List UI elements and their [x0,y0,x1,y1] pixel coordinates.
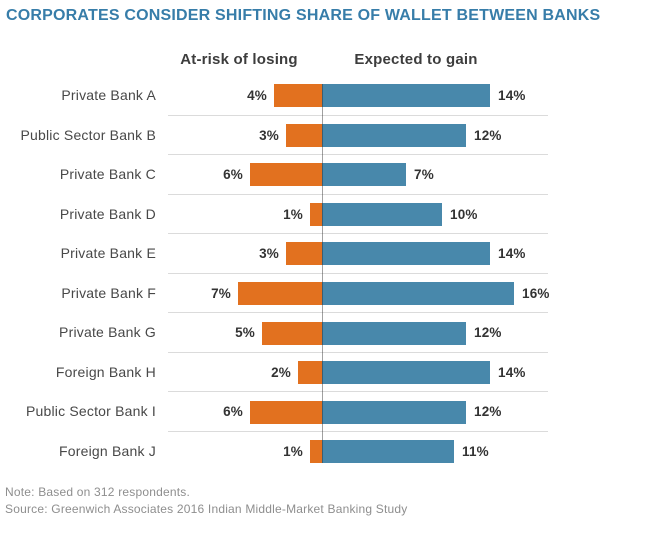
gain-bar [322,440,454,464]
row-plot: 5% 12% [168,313,649,353]
row-separator-line [168,391,548,393]
gain-bar [322,242,490,266]
lose-bar [310,440,322,464]
row-separator-line [168,272,548,274]
lose-value-label: 1% [283,206,303,222]
bank-label: Foreign Bank H [55,363,156,380]
gain-value-label: 12% [474,325,502,341]
lose-value-label: 5% [235,325,255,341]
row-plot: 3% 14% [168,234,649,274]
lose-bar [238,282,322,306]
row-plot: 4% 14% [168,76,649,116]
row-separator-line [168,430,548,432]
chart-title: CORPORATES CONSIDER SHIFTING SHARE OF WA… [6,7,601,24]
lose-bar [262,321,322,345]
row-separator-line [168,351,548,353]
bank-label: Private Bank C [59,166,156,183]
lose-value-label: 7% [211,285,231,301]
row-separator-line [168,233,548,235]
chart-footer: Note: Based on 312 respondents. Source: … [5,484,407,518]
gain-value-label: 16% [522,285,550,301]
bank-label: Private Bank A [61,87,156,103]
gain-value-label: 14% [498,88,526,103]
center-axis-line [321,84,323,464]
lose-value-label: 3% [259,246,279,262]
row-plot: 7% 16% [168,274,649,314]
source-text: Source: Greenwich Associates 2016 Indian… [5,502,408,516]
lose-bar [286,123,322,147]
gain-value-label: 7% [414,167,434,183]
gain-bar [322,202,442,226]
lose-bar [250,400,322,424]
row-plot: 2% 14% [168,353,649,393]
gain-bar [322,163,406,187]
gain-bar [322,321,466,345]
lose-bar [250,163,322,187]
gain-bar [322,400,466,424]
gain-value-label: 14% [498,364,526,380]
bank-label: Private Bank G [59,324,156,341]
chart-row: Private Bank G 5% 12% [0,313,649,353]
lose-bar [298,361,322,385]
bank-label: Private Bank F [61,284,156,301]
lose-value-label: 2% [271,364,291,380]
gain-value-label: 11% [462,443,489,459]
lose-value-label: 1% [283,443,303,459]
lose-value-label: 3% [259,127,279,143]
lose-bar [310,202,322,226]
bank-label: Public Sector Bank I [25,403,156,420]
gain-value-label: 10% [450,206,478,222]
bank-label: Public Sector Bank B [20,126,156,143]
row-plot: 1% 11% [168,432,649,472]
bank-label: Foreign Bank J [59,442,156,459]
gain-value-label: 14% [498,246,526,262]
row-plot: 6% 12% [168,392,649,432]
gain-bar [322,123,466,147]
row-plot: 6% 7% [168,155,649,195]
lose-value-label: 6% [223,404,243,420]
chart-row: Public Sector Bank B 3% 12% [0,116,649,156]
chart-row: Private Bank C 6% 7% [0,155,649,195]
chart-row: Private Bank A 4% 14% [0,76,649,116]
gain-bar [322,361,490,385]
gain-bar [322,84,490,108]
chart-row: Private Bank F 7% 16% [0,274,649,314]
row-separator-line [168,154,548,156]
chart-row: Foreign Bank J 1% 11% [0,432,649,472]
chart-row: Private Bank D 1% 10% [0,195,649,235]
row-separator-line [168,114,548,116]
right-column-header: Expected to gain [354,51,478,68]
chart-row: Private Bank E 3% 14% [0,234,649,274]
lose-value-label: 4% [247,88,267,103]
gain-value-label: 12% [474,404,502,420]
gain-value-label: 12% [474,127,502,143]
chart-row: Foreign Bank H 2% 14% [0,353,649,393]
diverging-bar-chart: Private Bank A 4% 14% Public Sector Bank B 3… [0,76,649,472]
chart-row: Public Sector Bank I 6% 12% [0,392,649,432]
note-text: Note: Based on 312 respondents. [5,485,190,499]
lose-bar [274,84,322,108]
row-separator-line [168,312,548,314]
row-plot: 3% 12% [168,116,649,156]
row-plot: 1% 10% [168,195,649,235]
row-separator-line [168,193,548,195]
bank-label: Private Bank D [59,205,156,222]
gain-bar [322,282,514,306]
left-column-header: At-risk of losing [180,51,298,68]
lose-value-label: 6% [223,167,243,183]
lose-bar [286,242,322,266]
bank-label: Private Bank E [60,245,156,262]
